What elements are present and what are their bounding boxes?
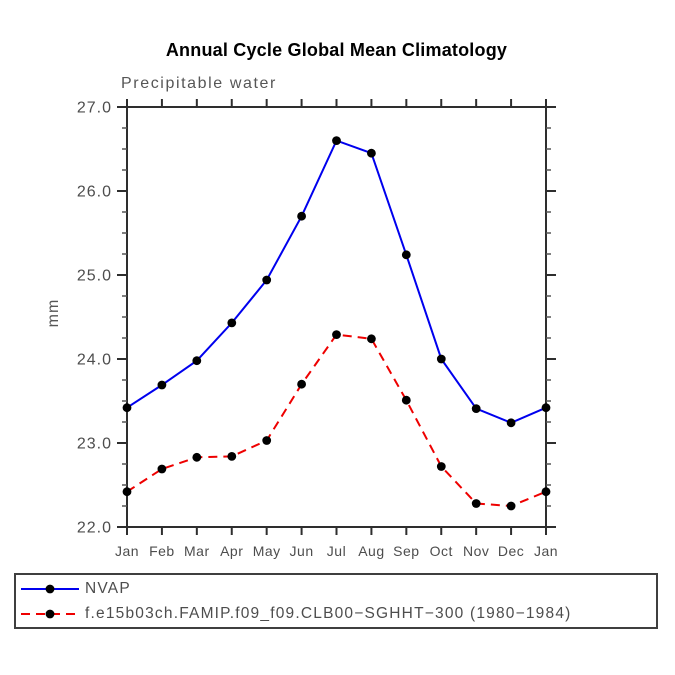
data-point [332,136,341,146]
series-markers-0 [122,136,551,428]
y-axis: 22.0 23.0 24.0 25.0 26.0 27.0 [77,100,556,537]
x-tick-label: Dec [498,543,524,559]
x-tick-label: Jul [327,543,346,559]
data-point [297,379,306,389]
chart-subtitle: Precipitable water [121,75,277,92]
data-point [192,356,202,366]
plot-frame [126,106,547,528]
data-point [122,487,132,497]
data-point [332,330,341,339]
data-point [367,148,376,158]
data-point [122,403,132,413]
legend-item-model: f.e15b03ch.FAMIP.f09_f09.CLB00−SGHHT−300… [16,601,656,626]
legend-item-nvap: NVAP [16,576,656,601]
legend-label-nvap: NVAP [85,579,131,597]
legend-line-sample-dashed [21,609,79,618]
data-point [262,275,272,285]
data-point [471,499,481,508]
x-tick-label: Nov [463,543,489,559]
x-tick-label: Mar [184,543,210,559]
data-point [227,318,237,328]
chart-title: Annual Cycle Global Mean Climatology [165,40,508,60]
series-line-1 [126,333,547,508]
data-point [436,354,446,364]
x-tick-label: Sep [393,543,419,559]
data-point [506,418,516,428]
data-point [192,452,202,462]
data-point [436,462,446,471]
data-point [262,436,272,445]
x-axis: Jan Feb Mar Apr May Jun Jul Aug Sep Oct Nov Dec Jan [115,99,558,559]
data-point [401,395,411,405]
y-tick-label: 23.0 [77,436,112,453]
y-tick-label: 26.0 [77,184,112,201]
x-tick-label: Feb [149,543,175,559]
legend-marker-dot [45,584,55,593]
data-point [157,380,167,390]
data-point [157,464,167,474]
series-markers-1 [122,330,551,511]
data-point [506,501,516,511]
data-point [367,334,376,344]
y-tick-label: 22.0 [77,520,112,537]
x-tick-label: Jun [290,543,314,559]
legend-label-model: f.e15b03ch.FAMIP.f09_f09.CLB00−SGHHT−300… [85,604,572,622]
x-tick-label: Apr [220,543,243,559]
legend-line-sample-solid [21,584,79,593]
x-tick-label: Jan [534,543,558,559]
data-point [471,404,481,413]
y-tick-label: 25.0 [77,268,112,285]
series-line-0 [126,139,547,424]
data-point [541,487,551,497]
x-tick-label: Jan [115,543,139,559]
legend-box: NVAP f.e15b03ch.FAMIP.f09_f09.CLB00−SGHH… [14,573,658,629]
y-tick-label: 24.0 [77,352,112,369]
data-point [227,452,237,461]
x-tick-label: Aug [358,543,384,559]
y-tick-label: 27.0 [77,100,112,117]
data-point [541,403,551,413]
x-tick-label: Oct [430,543,453,559]
data-point [401,250,411,260]
data-point [297,211,306,221]
x-tick-label: May [253,543,281,559]
legend-marker-dot [45,609,55,618]
